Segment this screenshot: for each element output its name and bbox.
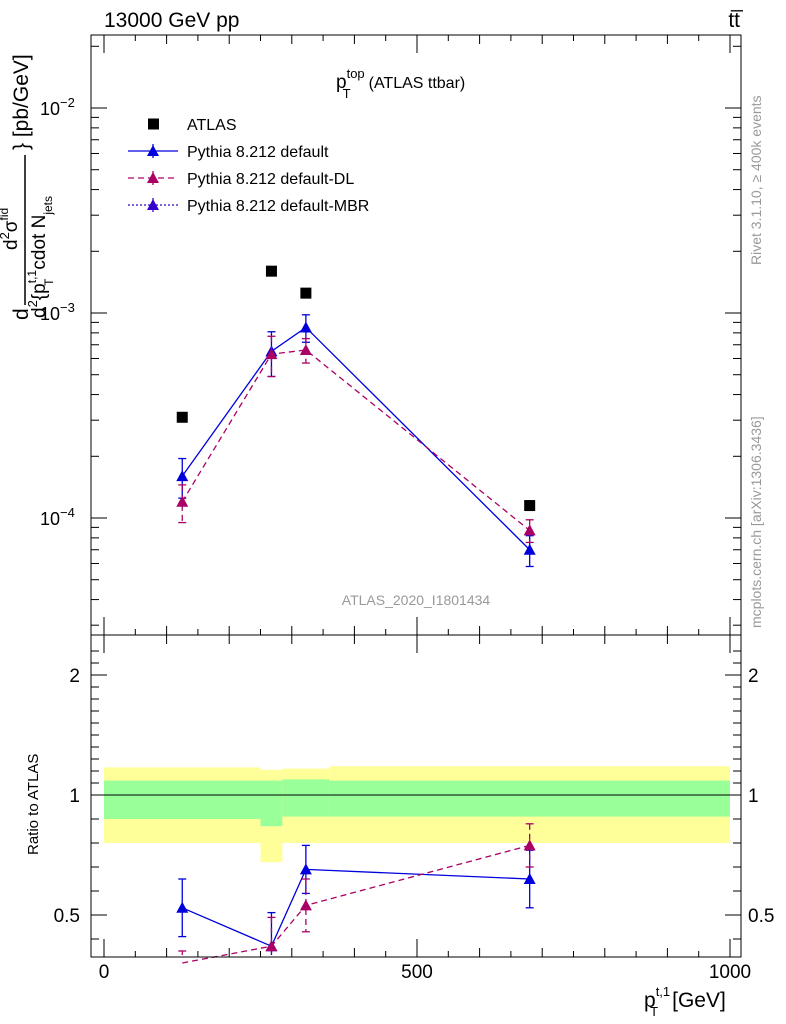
xlabel-unit: [GeV]: [672, 989, 726, 1012]
ylabel-den-sup: t,1: [25, 270, 39, 284]
ylabel-den-tail-sub: jets: [41, 196, 55, 216]
xlabel-p: p: [644, 989, 656, 1012]
main-y-ticks: [91, 45, 741, 626]
series-point: [176, 495, 189, 507]
x-tick-label: 0: [99, 962, 110, 983]
title-rest: (ATLAS ttbar): [369, 75, 466, 92]
ratio-plot: 2 2 1 1 0.5 0.5 Ratio to ATLAS: [25, 634, 774, 964]
atlas-point: [265, 265, 277, 277]
ratio-ticks: 2 2 1 1 0.5 0.5: [54, 635, 774, 957]
xlabel-sub: T: [650, 1004, 658, 1019]
ratio-band-inner: [282, 779, 330, 817]
main-y-tick-labels: 10−2 10−3 10−4: [40, 95, 75, 529]
x-tick-label: 500: [401, 962, 433, 983]
ratio-series: [176, 823, 536, 964]
x-tick-labels: 0 500 1000: [99, 962, 751, 983]
ratio-band-inner: [329, 780, 730, 817]
ratio-series-point: [299, 899, 312, 911]
ylabel-den-rest: {p: [29, 283, 50, 300]
ratio-y-tick-label-right: 0.5: [748, 906, 774, 927]
atlas-point: [300, 287, 312, 299]
plot-title: ptop T (ATLAS ttbar): [336, 66, 465, 101]
main-series: [176, 265, 536, 568]
ratio-series-point: [299, 863, 312, 875]
legend-label: Pythia 8.212 default-MBR: [187, 198, 369, 215]
series-point: [523, 524, 536, 536]
ratio-bands: [104, 766, 730, 863]
ratio-series-line: [182, 844, 530, 964]
title-sub: T: [343, 86, 351, 101]
x-tick-label: 1000: [709, 962, 751, 983]
ratio-band-inner: [104, 780, 261, 819]
ratio-series-point: [523, 873, 536, 884]
mcplots-label: mcplots.cern.ch [arXiv:1306.3436]: [748, 416, 764, 628]
main-y-tick-label: 10−4: [40, 505, 75, 529]
series-point: [176, 470, 189, 482]
main-plot: ptop T (ATLAS ttbar) 10−2 10−3 10−4 ATLAS_20…: [40, 34, 742, 636]
ratio-y-tick-label-left: 0.5: [54, 906, 80, 927]
series-line: [181, 326, 531, 551]
ylabel-num-sigma: σ: [1, 220, 22, 232]
ylabel-numerator: d2σfid: [0, 208, 22, 250]
ratio-y-tick-label-right: 1: [748, 786, 759, 807]
legend-marker: [147, 199, 159, 210]
legend-label: Pythia 8.212 default-DL: [187, 171, 354, 188]
ratio-band-inner: [260, 780, 283, 827]
ratio-series-line: [181, 868, 530, 948]
series-point: [299, 321, 312, 333]
legend-label: Pythia 8.212 default: [187, 144, 329, 161]
series-point: [523, 543, 536, 555]
ylabel-unit: } [pb/GeV]: [10, 54, 33, 150]
ylabel-den-sub: T: [42, 278, 56, 286]
ratio-plot-frame: [90, 634, 742, 958]
legend: ATLAS Pythia 8.212 default Pythia 8.212 de…: [128, 117, 369, 215]
legend-marker: [147, 172, 159, 183]
atlas-point: [524, 500, 536, 512]
ylabel-num-sup: fid: [0, 208, 11, 221]
main-x-ticks: [103, 35, 731, 635]
ylabel-num-d: d: [1, 239, 22, 250]
ratio-y-tick-label-left: 2: [69, 666, 80, 687]
legend-marker-atlas: [148, 118, 159, 130]
main-y-tick-label: 10−3: [40, 300, 75, 324]
legend-label: ATLAS: [187, 117, 237, 134]
main-y-tick-label: 10−2: [40, 95, 75, 119]
atlas-point: [176, 411, 188, 423]
ratio-series-point: [265, 940, 278, 952]
energy-label: 13000 GeV pp: [104, 9, 239, 32]
analysis-id: ATLAS_2020_I1801434: [342, 592, 491, 608]
ylabel-lhs-d: d: [10, 308, 33, 320]
ratio-series-point: [176, 901, 189, 913]
ylabel-den-d: d: [29, 307, 50, 318]
ylabel-num-exp: 2: [0, 232, 12, 239]
ratio-series-point: [523, 839, 536, 851]
ylabel-den-tail: cdot N: [29, 215, 50, 270]
rivet-label: Rivet 3.1.10, ≥ 400k events: [748, 95, 764, 265]
title-sup: top: [347, 66, 365, 81]
ratio-ylabel: Ratio to ATLAS: [25, 754, 42, 855]
xlabel-sup: t,1: [656, 984, 670, 999]
ratio-y-tick-label-left: 1: [69, 786, 80, 807]
ratio-y-tick-label-right: 2: [748, 666, 759, 687]
legend-marker: [147, 145, 159, 156]
x-axis-label: pt,1 T [GeV]: [644, 984, 726, 1019]
ylabel-denominator: d2{pt,1 Tcdot Njets: [25, 196, 56, 318]
ylabel-den-exp: 2: [25, 300, 40, 307]
series-point: [265, 348, 278, 360]
process-label: tt̅: [728, 9, 744, 32]
title-p: p: [336, 72, 347, 93]
series-line: [181, 349, 531, 531]
series-point: [299, 343, 312, 355]
